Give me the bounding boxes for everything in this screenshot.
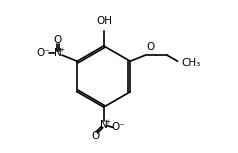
Text: O: O <box>54 35 62 45</box>
Text: +: + <box>104 119 110 125</box>
Text: +: + <box>58 47 64 53</box>
Text: O: O <box>91 131 99 142</box>
Text: OH: OH <box>96 16 113 26</box>
Text: O⁻: O⁻ <box>111 122 125 132</box>
Text: N: N <box>100 120 108 130</box>
Text: N: N <box>54 48 61 58</box>
Text: CH₃: CH₃ <box>181 58 200 69</box>
Text: O⁻: O⁻ <box>36 48 50 58</box>
Text: O: O <box>147 42 155 52</box>
